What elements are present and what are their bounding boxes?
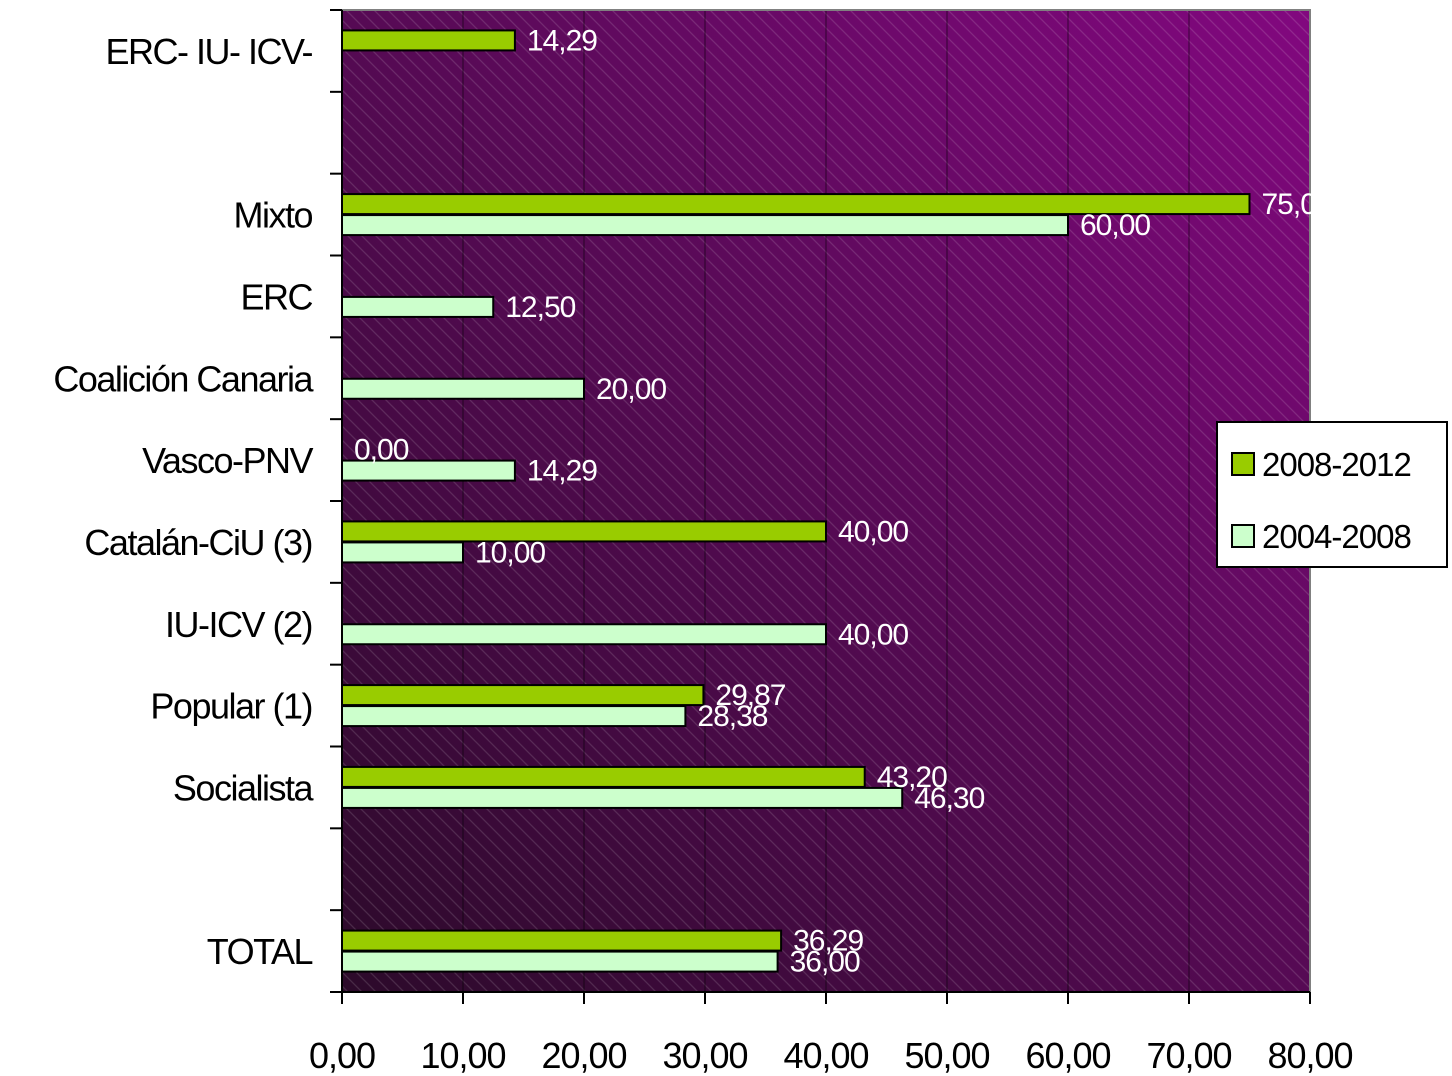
- bar-2008-2012: [341, 29, 516, 52]
- category-label: ERC: [240, 276, 312, 317]
- x-tick-label: 70,00: [1146, 1035, 1231, 1076]
- x-tick-label: 60,00: [1025, 1035, 1110, 1076]
- x-tick-label: 10,00: [420, 1035, 505, 1076]
- data-label-2008-2012: 0,00: [354, 434, 409, 467]
- data-label-2004-2008: 40,00: [838, 618, 908, 651]
- category-label: Popular (1): [150, 686, 312, 727]
- data-labels: 14,29 75,0 0,00 40,00 29,87 43,20 36,29 60,00 12…: [354, 24, 1317, 979]
- data-label-2004-2008: 20,00: [596, 373, 666, 406]
- category-label: IU-ICV (2): [165, 604, 312, 645]
- data-label-2008-2012: 36,29: [793, 925, 863, 958]
- bars: [341, 29, 1251, 973]
- bar-2008-2012: [341, 929, 783, 952]
- x-tick-label: 40,00: [783, 1035, 868, 1076]
- legend-label-2008-2012: 2008-2012: [1262, 446, 1411, 483]
- category-labels: ERC- IU- ICV- Mixto ERC Coalición Canaria Va…: [53, 31, 316, 972]
- data-label-2008-2012: 43,20: [877, 761, 947, 794]
- bar-2008-2012: [341, 520, 827, 543]
- bar-2004-2008: [341, 377, 585, 400]
- data-label-2004-2008: 46,30: [914, 782, 984, 815]
- x-tick-label: 80,00: [1267, 1035, 1352, 1076]
- data-label-2004-2008: 36,00: [790, 946, 860, 979]
- bar-2004-2008: [341, 295, 495, 318]
- bar-2008-2012: [341, 765, 866, 788]
- axes: [330, 9, 1311, 1004]
- legend-label-2004-2008: 2004-2008: [1262, 518, 1411, 555]
- category-label: ERC- IU- ICV-: [105, 31, 312, 72]
- bar-2008-2012: [341, 684, 705, 707]
- data-label-2008-2012: 75,0: [1262, 188, 1317, 221]
- bar-2004-2008: [341, 459, 516, 482]
- category-label: Mixto: [233, 195, 312, 236]
- data-label-2004-2008: 28,38: [697, 700, 767, 733]
- bar-2004-2008: [341, 541, 464, 564]
- legend: 2008-2012 2004-2008: [1216, 421, 1448, 568]
- bar-2004-2008: [341, 623, 827, 646]
- bar-2004-2008: [341, 786, 904, 809]
- category-label: TOTAL: [207, 931, 313, 972]
- plot-hatch: [342, 10, 1310, 992]
- x-tick-label: 50,00: [904, 1035, 989, 1076]
- category-label: Vasco-PNV: [142, 440, 313, 481]
- category-label: Catalán-CiU (3): [84, 522, 312, 563]
- data-label-2004-2008: 14,29: [527, 455, 597, 488]
- bar-2004-2008: [341, 705, 687, 728]
- category-label: Socialista: [173, 767, 315, 808]
- data-label-2004-2008: 60,00: [1080, 209, 1150, 242]
- legend-box: [1216, 421, 1448, 568]
- x-tick-label: 20,00: [541, 1035, 626, 1076]
- data-label-2008-2012: 14,29: [527, 24, 597, 57]
- bar-2004-2008: [341, 214, 1069, 237]
- x-tick-label: 30,00: [662, 1035, 747, 1076]
- x-tick-label: 0,00: [309, 1035, 375, 1076]
- tick-labels: 0,00 10,00 20,00 30,00 40,00 50,00 60,00 70,00 8…: [309, 1035, 1354, 1076]
- data-label-2004-2008: 12,50: [505, 291, 575, 324]
- data-label-2008-2012: 29,87: [715, 679, 785, 712]
- category-label: Coalición Canaria: [53, 358, 314, 399]
- bar-2004-2008: [341, 950, 779, 973]
- legend-swatch-2008-2012: [1231, 452, 1255, 476]
- legend-swatch-2004-2008: [1231, 524, 1255, 548]
- gridlines: [462, 10, 1190, 992]
- plot-area: [342, 10, 1310, 992]
- data-label-2008-2012: 40,00: [838, 515, 908, 548]
- data-label-2004-2008: 10,00: [475, 536, 545, 569]
